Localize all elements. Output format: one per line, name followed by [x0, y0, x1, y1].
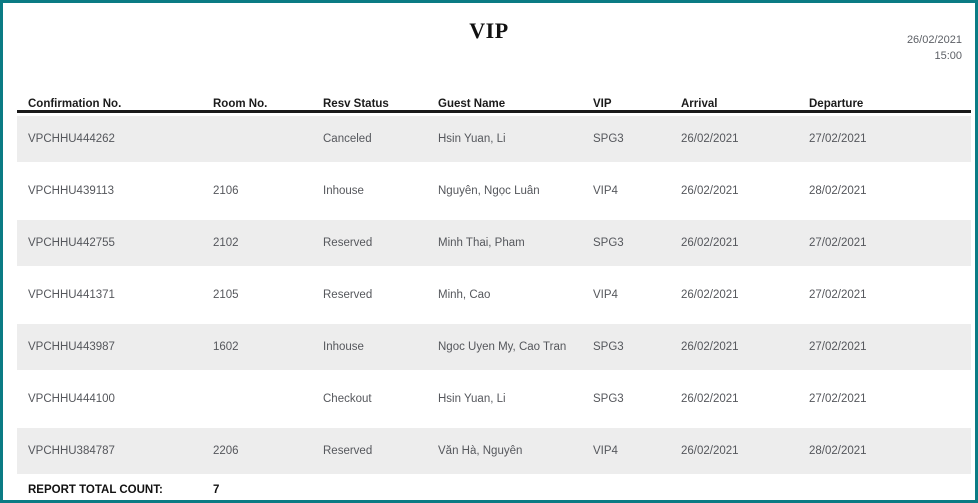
table-footer-row: REPORT TOTAL COUNT: 7	[17, 477, 971, 500]
confirmation-no-cell: VPCHHU443987	[28, 341, 115, 353]
room-no-cell: 2106	[213, 185, 239, 197]
table-body: VPCHHU444262 Canceled Hsin Yuan, Li SPG3 26/…	[17, 113, 971, 477]
column-header-guest-name: Guest Name	[438, 98, 506, 110]
table-row: VPCHHU442755 2102 Reserved Minh Thai, Pham S…	[17, 217, 971, 269]
report-title: VIP	[469, 18, 509, 43]
room-no-cell: 2206	[213, 445, 239, 457]
vip-cell: SPG3	[593, 341, 624, 353]
column-header-confirmation-no: Confirmation No.	[28, 98, 122, 110]
resv-status-cell: Canceled	[323, 133, 372, 145]
guest-name-cell: Hsin Yuan, Li	[438, 133, 506, 145]
resv-status-cell: Inhouse	[323, 185, 364, 197]
room-no-cell: 2105	[213, 289, 239, 301]
resv-status-cell: Reserved	[323, 289, 373, 301]
vip-cell: VIP4	[593, 185, 618, 197]
report-date: 26/02/2021	[906, 34, 962, 46]
arrival-cell: 26/02/2021	[681, 445, 739, 457]
report-datetime: 26/02/2021 15:00	[907, 32, 962, 64]
departure-cell: 27/02/2021	[809, 237, 867, 249]
confirmation-no-cell: VPCHHU384787	[28, 445, 115, 457]
departure-cell: 27/02/2021	[809, 393, 867, 405]
departure-cell: 27/02/2021	[809, 133, 867, 145]
arrival-cell: 26/02/2021	[681, 133, 739, 145]
room-no-cell: 1602	[213, 341, 239, 353]
report-total-count-value: 7	[213, 484, 220, 496]
column-header-arrival: Arrival	[681, 98, 718, 110]
departure-cell: 28/02/2021	[809, 445, 867, 457]
guest-name-cell: Minh Thai, Pham	[438, 237, 525, 249]
arrival-cell: 26/02/2021	[681, 289, 739, 301]
resv-status-cell: Checkout	[323, 393, 372, 405]
vip-cell: VIP4	[593, 289, 618, 301]
confirmation-no-cell: VPCHHU442755	[28, 237, 115, 249]
report-time: 15:00	[934, 50, 962, 62]
arrival-cell: 26/02/2021	[681, 185, 739, 197]
guest-name-cell: Nguyễn, Ngọc Luân	[438, 185, 540, 197]
report-total-count-label: REPORT TOTAL COUNT:	[28, 484, 163, 496]
vip-report-table: Confirmation No. Room No. Resv Status Gu…	[17, 90, 971, 500]
vip-cell: SPG3	[593, 133, 624, 145]
vip-cell: SPG3	[593, 237, 624, 249]
resv-status-cell: Inhouse	[323, 341, 364, 353]
table-row: VPCHHU443987 1602 Inhouse Ngoc Uyen My, Cao…	[17, 321, 971, 373]
arrival-cell: 26/02/2021	[681, 341, 739, 353]
table-row: VPCHHU441371 2105 Reserved Minh, Cao VIP4 26/…	[17, 269, 971, 321]
table-row: VPCHHU444100 Checkout Hsin Yuan, Li SPG3 26/…	[17, 373, 971, 425]
column-header-room-no: Room No.	[213, 98, 268, 110]
guest-name-cell: Hsin Yuan, Li	[438, 393, 506, 405]
vip-cell: SPG3	[593, 393, 624, 405]
table-row: VPCHHU384787 2206 Reserved Văn Hà, Nguyễn VI…	[17, 425, 971, 477]
room-no-cell: 2102	[213, 237, 239, 249]
departure-cell: 27/02/2021	[809, 341, 867, 353]
guest-name-cell: Minh, Cao	[438, 289, 491, 301]
confirmation-no-cell: VPCHHU444262	[28, 133, 115, 145]
column-header-departure: Departure	[809, 98, 864, 110]
confirmation-no-cell: VPCHHU439113	[28, 185, 115, 197]
confirmation-no-cell: VPCHHU444100	[28, 393, 115, 405]
departure-cell: 28/02/2021	[809, 185, 867, 197]
guest-name-cell: Ngoc Uyen My, Cao Tran	[438, 341, 567, 353]
arrival-cell: 26/02/2021	[681, 237, 739, 249]
confirmation-no-cell: VPCHHU441371	[28, 289, 115, 301]
guest-name-cell: Văn Hà, Nguyễn	[438, 445, 523, 457]
table-row: VPCHHU444262 Canceled Hsin Yuan, Li SPG3 26/…	[17, 113, 971, 165]
resv-status-cell: Reserved	[323, 445, 373, 457]
column-header-vip: VIP	[593, 98, 612, 110]
departure-cell: 27/02/2021	[809, 289, 867, 301]
table-header-row: Confirmation No. Room No. Resv Status Gu…	[17, 90, 971, 113]
vip-cell: VIP4	[593, 445, 618, 457]
resv-status-cell: Reserved	[323, 237, 373, 249]
arrival-cell: 26/02/2021	[681, 393, 739, 405]
table-row: VPCHHU439113 2106 Inhouse Nguyễn, Ngọc Luân…	[17, 165, 971, 217]
column-header-resv-status: Resv Status	[323, 98, 389, 110]
